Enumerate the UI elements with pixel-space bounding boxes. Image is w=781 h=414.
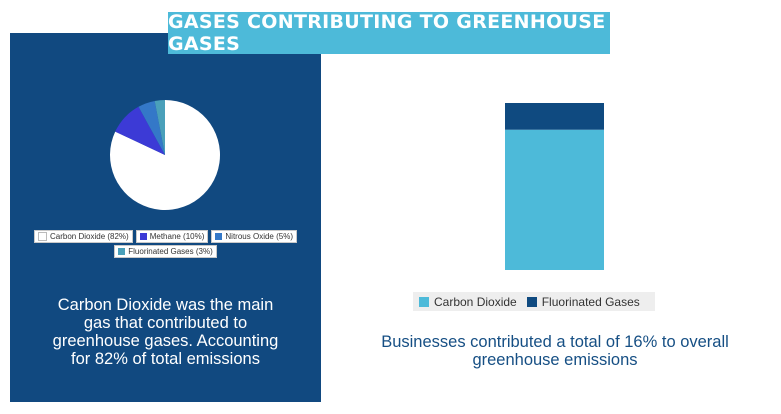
stacked-bar-chart xyxy=(505,103,604,270)
pie-legend-row-1: Carbon Dioxide (82%) Methane (10%) Nitro… xyxy=(0,230,331,243)
left-caption-line: greenhouse gases. Accounting xyxy=(52,332,279,350)
bar-legend-swatch-carbon-dioxide xyxy=(419,296,429,307)
page-title-text: GASES CONTRIBUTING TO GREENHOUSE GASES xyxy=(168,11,606,55)
pie-slice-fluorinated-gases xyxy=(154,100,165,155)
left-caption-line: Carbon Dioxide was the main xyxy=(57,296,274,314)
pie-legend-item: Carbon Dioxide (82%) xyxy=(34,230,133,243)
legend-swatch-nitrous-oxide xyxy=(215,233,223,240)
left-caption-line: gas that contributed to xyxy=(83,314,248,332)
bar-segment-carbon-dioxide xyxy=(505,129,604,270)
legend-swatch-carbon-dioxide xyxy=(38,232,47,241)
pie-legend-row-2: Fluorinated Gases (3%) xyxy=(0,245,331,258)
bar-legend-item: Carbon Dioxide xyxy=(419,295,517,309)
bar-legend: Carbon Dioxide Fluorinated Gases xyxy=(413,292,655,311)
right-caption-line: greenhouse emissions xyxy=(472,351,638,369)
legend-label-nitrous-oxide: Nitrous Oxide (5%) xyxy=(225,232,293,241)
pie-slice-nitrous-oxide xyxy=(138,100,165,155)
bar-legend-label-carbon-dioxide: Carbon Dioxide xyxy=(434,294,517,309)
left-panel xyxy=(10,33,321,402)
bar-segment-fluorinated-gases xyxy=(505,103,604,130)
legend-label-fluorinated-gases: Fluorinated Gases (3%) xyxy=(128,247,213,256)
legend-label-carbon-dioxide: Carbon Dioxide (82%) xyxy=(50,232,129,241)
bar-legend-item: Fluorinated Gases xyxy=(526,294,640,309)
legend-swatch-fluorinated-gases xyxy=(118,248,126,255)
pie-legend-item: Fluorinated Gases (3%) xyxy=(114,245,217,258)
page-title: GASES CONTRIBUTING TO GREENHOUSE GASES xyxy=(168,11,610,55)
pie-slice-methane xyxy=(115,106,165,155)
left-caption-line: for 82% of total emissions xyxy=(71,350,260,368)
pie-chart xyxy=(110,100,220,210)
left-caption: Carbon Dioxide was the main gas that con… xyxy=(10,296,321,368)
legend-label-methane: Methane (10%) xyxy=(149,232,205,241)
pie-legend-item: Nitrous Oxide (5%) xyxy=(211,230,297,243)
right-caption-line: Businesses contributed a total of 16% to… xyxy=(381,333,729,351)
bar-legend-label-fluorinated-gases: Fluorinated Gases xyxy=(541,294,640,309)
right-caption: Businesses contributed a total of 16% to… xyxy=(350,333,760,369)
bar-legend-swatch-fluorinated-gases xyxy=(526,296,537,307)
legend-swatch-methane xyxy=(139,233,147,240)
pie-legend-item: Methane (10%) xyxy=(135,230,209,243)
